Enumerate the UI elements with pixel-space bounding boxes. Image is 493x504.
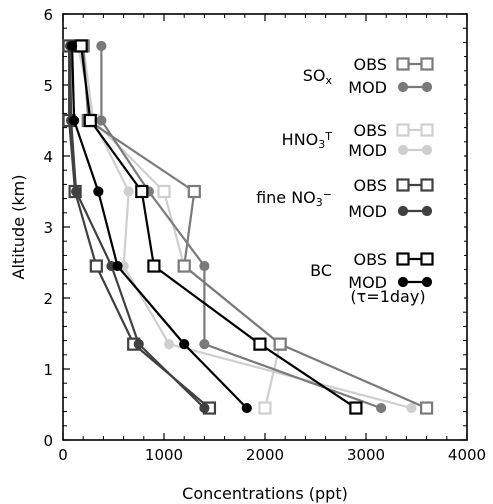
legend-obs-marker	[396, 57, 410, 71]
legend-mod-marker	[421, 205, 433, 217]
series	[76, 39, 287, 415]
legend-obs-label: OBS	[354, 55, 387, 74]
legend-species-label: BC	[310, 261, 332, 280]
legend-note: (τ=1day)	[350, 287, 425, 306]
series-line	[71, 45, 248, 409]
data-point-square	[177, 259, 191, 273]
y-tick-label: 0	[43, 432, 53, 450]
legend-obs-marker	[420, 252, 434, 266]
data-point-circle	[93, 186, 104, 197]
legend-species-part: SO	[303, 66, 326, 85]
series-line	[77, 45, 412, 410]
data-point-circle	[376, 402, 387, 414]
data-point-circle	[96, 40, 107, 52]
legend-mod-marker	[397, 144, 409, 156]
x-tick-label: 0	[58, 446, 68, 464]
y-axis-label: Altitude (km)	[9, 175, 28, 280]
data-point-circle	[241, 402, 252, 414]
legend-obs-marker	[420, 57, 434, 71]
legend-species-part: fine NO	[256, 188, 316, 207]
y-tick-label: 6	[43, 6, 53, 24]
legend-mod-marker	[397, 276, 409, 288]
series	[74, 39, 363, 415]
data-point-square	[349, 401, 363, 415]
legend-mod-label: MOD	[348, 202, 387, 221]
data-point-square	[253, 337, 267, 351]
legend-mod-marker	[397, 205, 409, 217]
legend-species-part: BC	[310, 261, 332, 280]
legend-species-part: HNO	[282, 130, 319, 149]
legend-species-label: SOx	[303, 66, 333, 87]
legend-species-part: 3	[318, 138, 325, 151]
data-point-circle	[123, 186, 134, 197]
legend-mod-marker	[421, 81, 433, 93]
data-point-square	[187, 184, 201, 199]
legend-obs-marker	[396, 123, 410, 137]
legend-mod-marker	[397, 81, 409, 93]
data-point-square	[258, 401, 272, 415]
data-point-circle	[179, 339, 190, 350]
data-point-square	[157, 184, 171, 199]
data-point-square	[420, 401, 434, 415]
y-tick-label: 2	[43, 290, 53, 308]
data-point-circle	[96, 115, 107, 126]
legend-species-label: fine NO3−	[256, 188, 332, 209]
series-line	[80, 45, 357, 410]
series-layer	[62, 39, 434, 415]
x-tick-label: 1000	[145, 446, 183, 464]
axis-ticks: 0 1000 2000 3000 4000 0 1 2 3 4 5 6	[43, 6, 486, 464]
data-point-circle	[163, 339, 175, 350]
series	[96, 40, 387, 414]
y-tick-label: 5	[43, 77, 53, 95]
legend-mod-marker	[421, 276, 433, 288]
y-tick-label: 3	[43, 219, 53, 237]
legend-obs-marker	[420, 123, 434, 137]
y-tick-label: 1	[43, 361, 53, 379]
legend-mod-label: MOD	[348, 273, 387, 292]
legend-background	[283, 44, 464, 310]
data-point-square	[273, 337, 287, 351]
series-line	[69, 45, 206, 409]
series-line	[82, 45, 428, 410]
data-point-square	[89, 259, 103, 273]
legend-species-part: 3	[316, 196, 323, 209]
legend-species-part: x	[325, 74, 332, 87]
legend-obs-label: OBS	[354, 176, 387, 195]
x-axis-label: Concentrations (ppt)	[182, 484, 348, 503]
legend-obs-marker	[396, 252, 410, 266]
data-point-circle	[66, 40, 78, 52]
legend-obs-label: OBS	[354, 250, 387, 269]
legend-mod-marker	[421, 144, 433, 156]
series-line	[67, 46, 211, 409]
data-point-square	[135, 184, 149, 199]
legend-obs-label: OBS	[354, 121, 387, 140]
series	[66, 40, 252, 414]
series-line	[100, 46, 382, 410]
x-tick-label: 3000	[347, 446, 385, 464]
data-point-circle	[112, 260, 123, 272]
legend-species-label: HNO3T	[282, 130, 333, 151]
series-line	[82, 45, 282, 409]
legend-obs-marker	[420, 178, 434, 192]
legend-mod-label: MOD	[348, 78, 387, 97]
y-tick-label: 4	[43, 148, 53, 166]
data-point-circle	[69, 115, 80, 126]
data-point-square	[74, 39, 88, 53]
data-point-circle	[406, 402, 417, 414]
legend-species-part: T	[324, 130, 332, 143]
x-tick-label: 2000	[246, 446, 284, 464]
data-point-square	[83, 113, 97, 128]
data-point-circle	[199, 339, 210, 350]
data-point-circle	[199, 402, 210, 414]
data-point-circle	[199, 260, 210, 272]
data-point-circle	[133, 339, 144, 350]
data-point-circle	[71, 186, 82, 197]
x-tick-label: 4000	[448, 446, 486, 464]
legend-species-part: −	[323, 188, 332, 201]
legend-mod-label: MOD	[348, 141, 387, 160]
data-point-square	[147, 259, 161, 273]
legend-obs-marker	[396, 178, 410, 192]
